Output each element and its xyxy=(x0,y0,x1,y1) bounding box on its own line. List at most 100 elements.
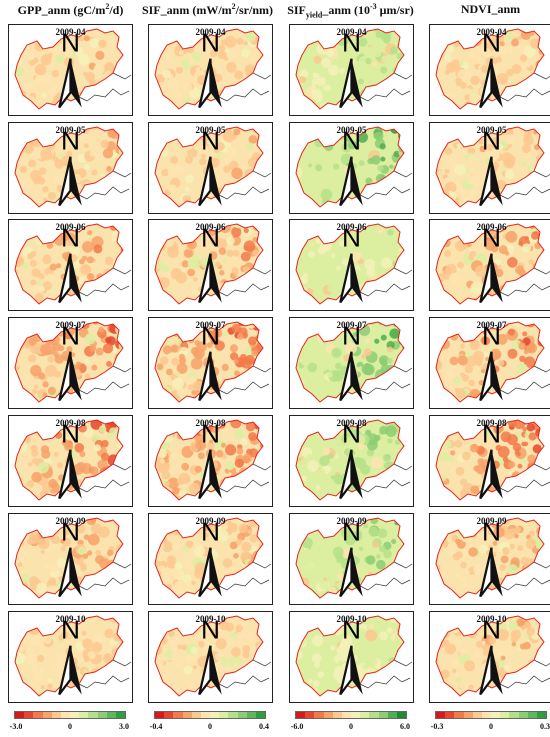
north-arrow-icon: N xyxy=(479,27,503,109)
north-label: N xyxy=(342,222,361,252)
colorbar-tick-label: 0.4 xyxy=(259,722,269,731)
colorbar-swatch xyxy=(210,712,220,718)
north-label: N xyxy=(201,222,220,252)
province-boundary xyxy=(154,419,264,501)
province-boundary xyxy=(295,419,405,501)
colorbar-swatch xyxy=(463,712,473,718)
north-arrow-icon: N xyxy=(58,418,82,500)
north-label: N xyxy=(61,614,80,644)
north-arrow-icon: N xyxy=(198,222,222,304)
map-panel-gpp-2009-04: N 2009-04 xyxy=(8,24,133,116)
province-boundary xyxy=(295,321,405,403)
province-boundary xyxy=(14,615,124,697)
colorbar-swatch xyxy=(60,712,71,718)
province-boundary xyxy=(154,223,264,305)
colorbar-swatch xyxy=(88,712,98,718)
province-boundary xyxy=(14,223,124,305)
panel-date-label: 2009-09 xyxy=(476,516,507,526)
colorbar-swatch xyxy=(387,712,397,718)
colorbar-ndvi xyxy=(435,711,547,719)
colorbar-swatch xyxy=(509,712,519,718)
colorbar-swatch xyxy=(332,712,342,718)
province-boundary xyxy=(295,126,405,208)
map-panel-sify-2009-08: N 2009-08 xyxy=(289,415,414,507)
north-label: N xyxy=(482,125,501,155)
north-arrow-icon: N xyxy=(58,27,82,109)
column-header-sifyield: SIFyield_anm (10-3 μm/sr) xyxy=(287,2,414,20)
panel-date-label: 2009-07 xyxy=(336,320,367,330)
north-label: N xyxy=(342,418,361,448)
north-label: N xyxy=(61,222,80,252)
panel-date-label: 2009-07 xyxy=(195,320,226,330)
north-label: N xyxy=(61,125,80,155)
colorbar-swatch xyxy=(255,712,266,718)
north-arrow-icon: N xyxy=(58,614,82,696)
north-arrow-icon: N xyxy=(339,418,363,500)
colorbar-swatch xyxy=(33,712,43,718)
map-panel-ndvi-2009-07: N 2009-07 xyxy=(429,317,550,409)
north-label: N xyxy=(201,125,220,155)
panel-date-label: 2009-04 xyxy=(476,27,507,37)
colorbar-tick-label: 0.3 xyxy=(540,722,550,731)
north-arrow-icon: N xyxy=(58,125,82,207)
map-panel-sif-2009-08: N 2009-08 xyxy=(148,415,273,507)
province-boundary xyxy=(435,223,545,305)
colorbar-swatch xyxy=(536,712,547,718)
colorbar-swatch xyxy=(369,712,379,718)
column-header-gpp: GPP_anm (gC/m2/d) xyxy=(17,2,124,17)
north-arrow-icon: N xyxy=(198,125,222,207)
north-label: N xyxy=(61,27,80,57)
panel-date-label: 2009-08 xyxy=(195,418,226,428)
panel-date-label: 2009-06 xyxy=(195,222,226,232)
panel-date-label: 2009-05 xyxy=(55,125,86,135)
north-label: N xyxy=(342,516,361,546)
colorbar-swatch xyxy=(396,712,407,718)
map-panel-gpp-2009-09: N 2009-09 xyxy=(8,513,133,605)
colorbar-swatch xyxy=(228,712,238,718)
map-panel-sify-2009-10: N 2009-10 xyxy=(289,611,414,703)
north-arrow-icon: N xyxy=(479,125,503,207)
province-boundary xyxy=(435,517,545,599)
colorbar-swatch xyxy=(518,712,528,718)
north-label: N xyxy=(61,516,80,546)
north-arrow-icon: N xyxy=(339,320,363,402)
colorbar-swatch xyxy=(445,712,455,718)
colorbar-swatch xyxy=(182,712,192,718)
province-boundary xyxy=(14,419,124,501)
province-boundary xyxy=(435,615,545,697)
colorbar-swatch xyxy=(15,712,25,718)
north-label: N xyxy=(482,320,501,350)
panel-date-label: 2009-08 xyxy=(55,418,86,428)
colorbar-tick-label: 0 xyxy=(208,722,212,731)
north-label: N xyxy=(342,320,361,350)
north-label: N xyxy=(201,614,220,644)
map-panel-ndvi-2009-09: N 2009-09 xyxy=(429,513,550,605)
province-boundary xyxy=(435,321,545,403)
north-arrow-icon: N xyxy=(479,222,503,304)
colorbar-swatch xyxy=(164,712,174,718)
colorbar-tick-label: 3.0 xyxy=(119,722,129,731)
colorbar-swatch xyxy=(97,712,107,718)
north-label: N xyxy=(482,614,501,644)
province-boundary xyxy=(295,223,405,305)
north-arrow-icon: N xyxy=(339,27,363,109)
province-boundary xyxy=(154,126,264,208)
colorbar-swatch xyxy=(246,712,256,718)
colorbar-swatch xyxy=(481,712,492,718)
colorbar-swatch xyxy=(472,712,482,718)
province-boundary xyxy=(14,321,124,403)
province-boundary xyxy=(435,419,545,501)
colorbar-swatch xyxy=(351,712,361,718)
north-arrow-icon: N xyxy=(339,125,363,207)
colorbar-tick-label: -0.4 xyxy=(149,722,163,731)
colorbar-swatch xyxy=(314,712,324,718)
map-panel-ndvi-2009-10: N 2009-10 xyxy=(429,611,550,703)
map-panel-sif-2009-07: N 2009-07 xyxy=(148,317,273,409)
north-label: N xyxy=(61,418,80,448)
column-header-sif: SIF_anm (mW/m2/sr/nm) xyxy=(141,2,273,17)
province-boundary xyxy=(154,28,264,110)
north-arrow-icon: N xyxy=(58,222,82,304)
colorbar-swatch xyxy=(191,712,201,718)
north-label: N xyxy=(201,27,220,57)
province-boundary xyxy=(435,126,545,208)
